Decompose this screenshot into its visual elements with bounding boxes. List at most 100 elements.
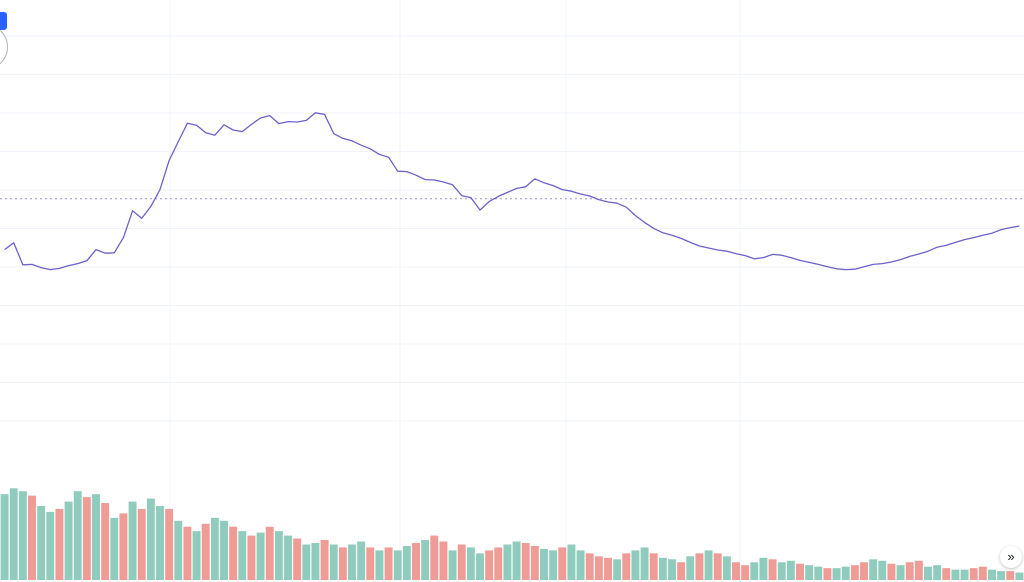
volume-bar xyxy=(878,560,887,580)
volume-bar xyxy=(37,506,46,580)
volume-bar xyxy=(576,550,585,580)
volume-bar xyxy=(256,532,265,580)
volume-bar xyxy=(238,531,247,580)
volume-bar xyxy=(686,556,695,580)
volume-bar xyxy=(521,543,530,580)
volume-bar xyxy=(265,526,274,580)
volume-bar xyxy=(841,566,850,580)
volume-bar xyxy=(512,541,521,580)
volume-bar xyxy=(530,545,539,580)
volume-bar xyxy=(293,538,302,580)
volume-bar xyxy=(220,520,228,580)
volume-bar xyxy=(988,569,996,580)
volume-bar xyxy=(860,562,868,580)
volume-bar xyxy=(540,548,548,580)
volume-bar xyxy=(137,508,146,580)
volume-bar xyxy=(174,520,183,580)
volume-bars xyxy=(0,488,1024,580)
volume-bar xyxy=(302,544,311,580)
volume-bar xyxy=(119,513,128,580)
volume-bar xyxy=(997,571,1006,580)
volume-bar xyxy=(640,547,649,580)
volume-bar xyxy=(604,557,612,580)
volume-bar xyxy=(668,559,676,580)
volume-bar xyxy=(485,550,494,580)
volume-bar xyxy=(1006,571,1015,580)
volume-bar xyxy=(375,550,384,580)
volume-bar xyxy=(73,491,82,580)
price-line xyxy=(4,112,1020,271)
volume-bar xyxy=(869,559,878,580)
volume-bar xyxy=(320,540,329,580)
volume-bar xyxy=(704,550,713,580)
volume-bar xyxy=(850,565,859,580)
volume-bar xyxy=(494,547,503,580)
volume-bar xyxy=(402,545,411,580)
volume-bar xyxy=(796,563,804,580)
volume-bar xyxy=(503,544,512,580)
volume-bar xyxy=(0,494,9,580)
volume-bar xyxy=(594,556,603,580)
volume-bar xyxy=(101,503,110,580)
volume-bar xyxy=(732,562,740,580)
volume-bar xyxy=(247,535,256,580)
volume-bar xyxy=(156,506,164,580)
volume-bar xyxy=(978,566,987,580)
volume-bar xyxy=(366,547,375,580)
volume-bar xyxy=(329,544,338,580)
volume-bar xyxy=(933,565,942,580)
volume-bar xyxy=(165,508,174,580)
volume-bar xyxy=(960,569,969,580)
volume-bar xyxy=(585,553,594,580)
volume-bar xyxy=(649,553,658,580)
volume-bar xyxy=(55,508,64,580)
volume-bar xyxy=(805,565,814,580)
volume-bar xyxy=(229,526,238,580)
volume-bar xyxy=(777,562,786,580)
volume-bar xyxy=(338,547,347,580)
volume-bar xyxy=(82,497,91,580)
price-line-layer xyxy=(4,112,1020,271)
volume-bar xyxy=(466,547,475,580)
volume-bar xyxy=(421,540,430,580)
volume-bar xyxy=(274,531,283,580)
volume-bar xyxy=(393,550,402,580)
volume-bar xyxy=(951,569,960,580)
volume-bar xyxy=(695,553,704,580)
volume-bar xyxy=(64,501,73,580)
volume-bar xyxy=(439,541,448,580)
volume-bar xyxy=(146,498,155,580)
volume-bar xyxy=(905,562,914,580)
volume-bar xyxy=(832,568,841,580)
volume-bar xyxy=(192,531,201,580)
volume-bar xyxy=(558,547,567,580)
volume-bar xyxy=(887,563,896,580)
volume-bar xyxy=(430,535,439,580)
volume-bar xyxy=(92,494,100,580)
double-chevron-right-icon: » xyxy=(1007,549,1015,564)
volume-bar xyxy=(722,556,731,580)
volume-bar xyxy=(750,562,759,580)
volume-bar xyxy=(28,495,36,580)
volume-bar xyxy=(942,568,951,580)
volume-bar xyxy=(476,553,484,580)
volume-bar xyxy=(46,511,55,580)
volume-bar xyxy=(896,565,905,580)
scroll-to-realtime-button[interactable]: » xyxy=(1000,546,1022,568)
blue-marker-icon[interactable] xyxy=(0,12,7,30)
volume-bar xyxy=(110,517,119,580)
volume-bar xyxy=(823,568,832,580)
volume-bar xyxy=(741,565,750,580)
volume-bar xyxy=(412,543,420,580)
volume-bar xyxy=(284,535,292,580)
volume-bar xyxy=(549,550,558,580)
volume-bar xyxy=(613,559,622,580)
volume-bar xyxy=(658,557,667,580)
volume-bar xyxy=(713,553,722,580)
volume-bar xyxy=(924,566,932,580)
volume-bar xyxy=(384,547,393,580)
volume-bar xyxy=(9,488,18,580)
